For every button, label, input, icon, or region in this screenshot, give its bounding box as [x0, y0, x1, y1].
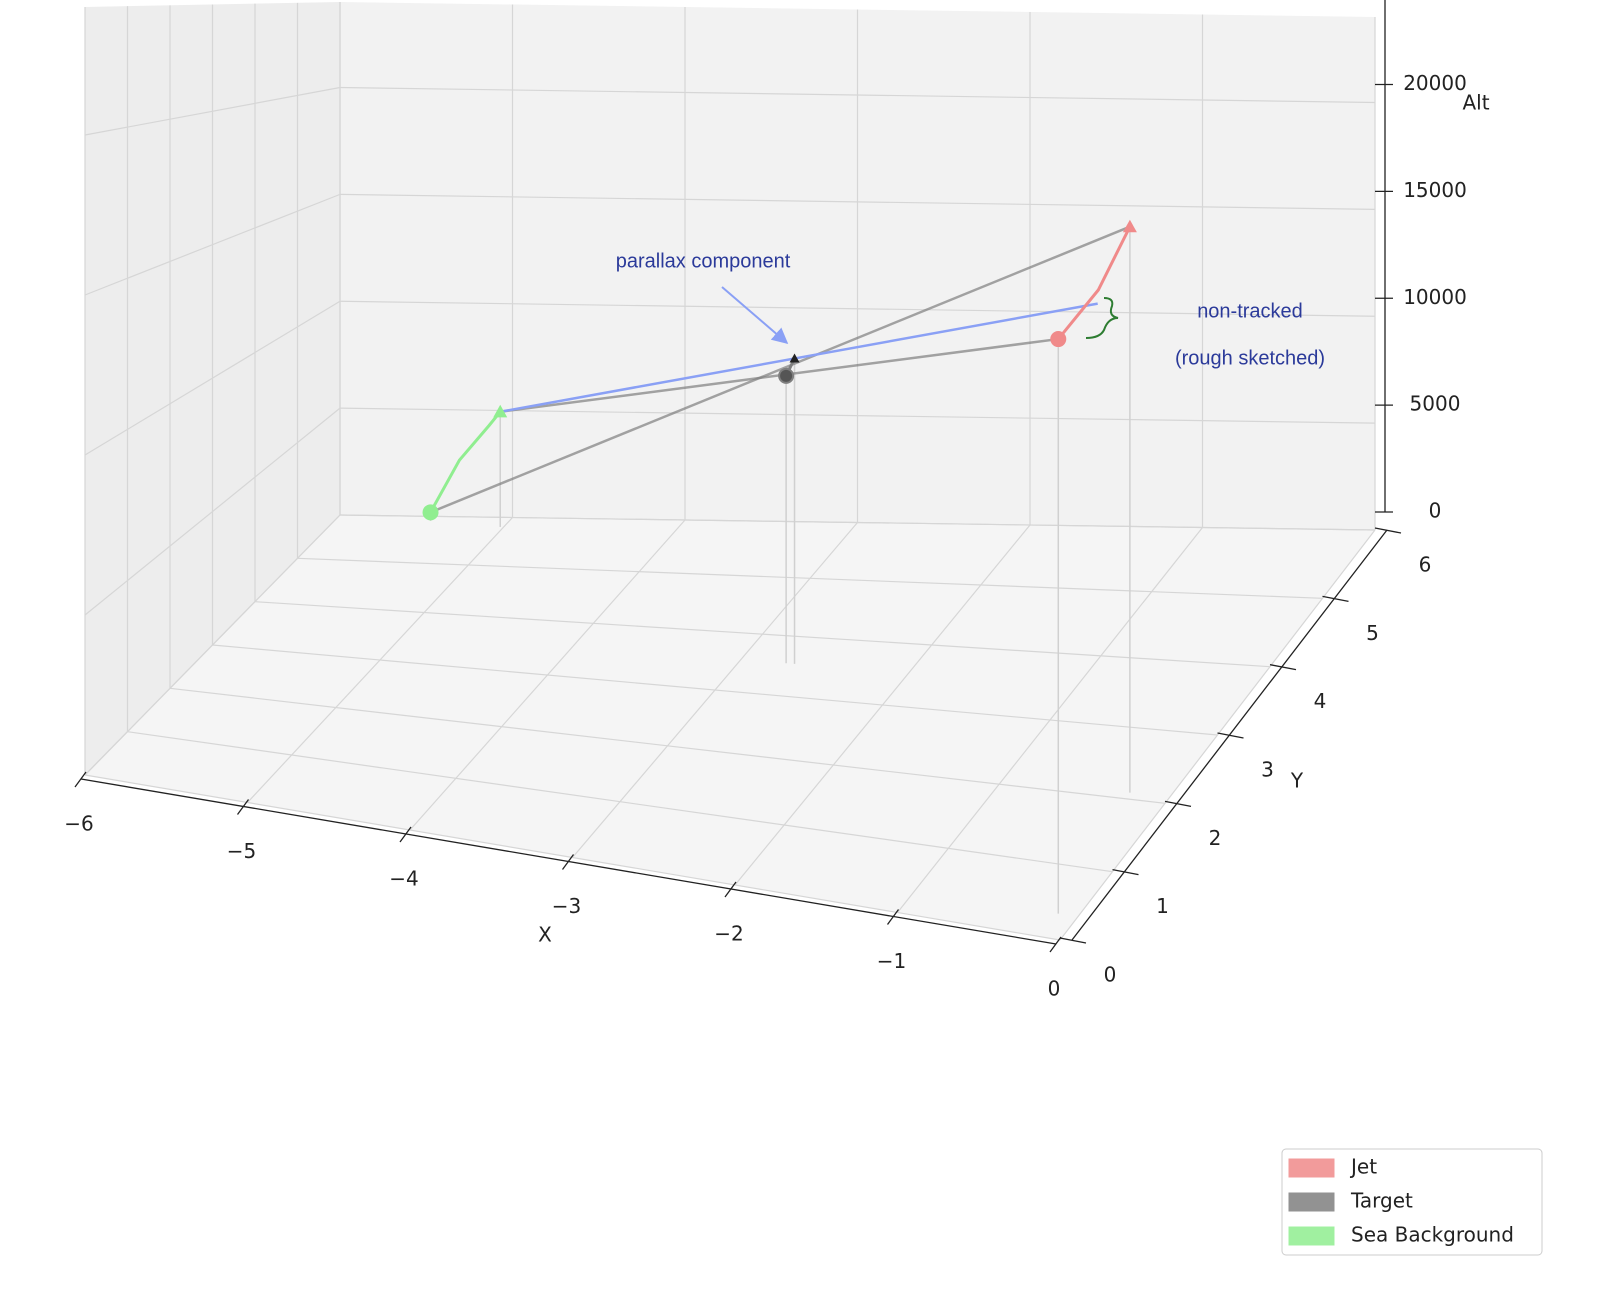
grid-line [84, 407, 341, 616]
series-line [1057, 226, 1132, 341]
y-axis-label: Y [1290, 769, 1304, 793]
y-tick [1374, 527, 1402, 534]
pane-floor [85, 515, 1375, 940]
legend-swatch [1288, 1158, 1335, 1178]
x-tick-label: −6 [64, 812, 93, 836]
sight-line [430, 225, 1131, 514]
x-tick-label: 0 [1048, 977, 1061, 1001]
z-axis-label: Alt [1462, 91, 1489, 115]
annotation-arrow [721, 286, 789, 345]
x-tick [399, 826, 412, 843]
legend-swatch [1288, 1226, 1335, 1246]
x-tick [236, 799, 250, 815]
x-tick-label: −1 [877, 949, 906, 973]
start-marker [778, 367, 795, 384]
annotation: parallax component [616, 250, 791, 272]
start-marker [422, 504, 439, 521]
x-tick [561, 854, 575, 870]
grid-line [127, 731, 1113, 873]
legend-label: Sea Background [1351, 1223, 1514, 1247]
z-tick-label: 20000 [1403, 71, 1467, 95]
x-tick [886, 909, 900, 925]
z-tick-label: 10000 [1403, 285, 1467, 309]
x-tick-label: −3 [552, 894, 581, 918]
legend-swatch [1288, 1192, 1335, 1212]
grid-line [339, 514, 1376, 531]
grid-line [339, 193, 1376, 210]
y-tick-label: 0 [1104, 963, 1117, 987]
y-tick [1059, 937, 1087, 944]
y-tick [1217, 732, 1244, 739]
y-tick [1322, 595, 1349, 602]
y-tick-label: 2 [1209, 826, 1222, 850]
grid-line [84, 300, 341, 456]
legend-label: Target [1350, 1189, 1413, 1213]
grid-line [84, 86, 341, 136]
z-tick-label: 15000 [1403, 178, 1467, 202]
y-tick-label: 6 [1419, 553, 1432, 577]
y-tick-label: 1 [1156, 894, 1169, 918]
y-tick-label: 5 [1366, 621, 1379, 645]
brace [1085, 297, 1119, 339]
grid-line [169, 687, 1166, 804]
grid-line [297, 557, 1323, 599]
grid-line [339, 300, 1376, 317]
grid-line [212, 644, 1218, 736]
x-axis-label: X [538, 923, 552, 947]
grid-line [339, 86, 1376, 104]
y-tick-label: 3 [1261, 758, 1274, 782]
annotation: (rough sketched) [1175, 347, 1325, 369]
legend-label: Jet [1349, 1155, 1377, 1179]
y-tick-label: 4 [1314, 689, 1327, 713]
start-marker [1050, 331, 1067, 348]
end-marker [789, 353, 800, 363]
grid-line [84, 193, 341, 296]
grid-line [254, 601, 1271, 668]
x-tick [74, 771, 87, 788]
x-tick [724, 881, 737, 898]
x-tick-label: −2 [714, 922, 743, 946]
series-line [429, 410, 502, 514]
x-tick-label: −4 [389, 867, 418, 891]
annotation: non-tracked [1197, 300, 1303, 322]
y-tick [1269, 664, 1297, 671]
z-tick-label: 5000 [1410, 392, 1461, 416]
legend-box [1281, 1148, 1543, 1256]
parallax-line [500, 302, 1098, 413]
end-marker [1122, 219, 1137, 233]
z-tick-label: 0 [1429, 499, 1442, 523]
end-marker [493, 404, 508, 418]
grid-line [84, 514, 341, 776]
x-tick-label: −5 [227, 839, 256, 863]
x-tick [1049, 936, 1062, 953]
grid-line [84, 774, 1061, 941]
y-tick [1112, 869, 1139, 876]
y-tick [1164, 800, 1192, 807]
